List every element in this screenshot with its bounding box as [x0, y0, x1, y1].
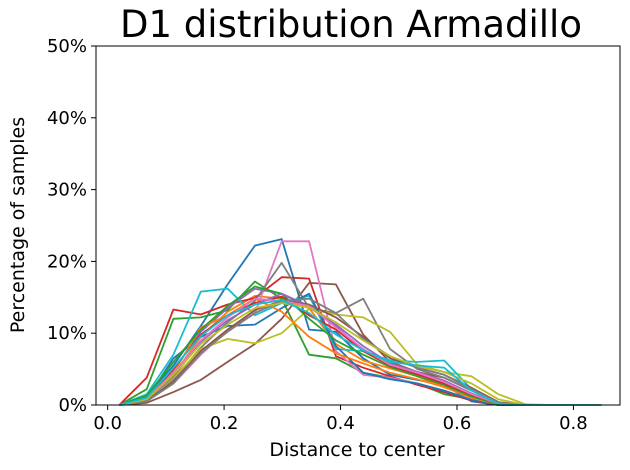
x-tick-label-0: 0.0 — [93, 413, 122, 434]
x-tick-label-2: 0.4 — [326, 413, 355, 434]
x-tick-label-3: 0.6 — [443, 413, 472, 434]
y-tick-label-4: 40% — [47, 108, 87, 129]
y-axis-label: Percentage of samples — [7, 117, 29, 333]
series-line-9 — [119, 307, 602, 406]
y-tick-label-5: 50% — [47, 36, 87, 57]
x-tick-label-4: 0.8 — [559, 413, 588, 434]
series-line-7 — [119, 240, 602, 406]
y-axis: 0% 10% 20% 30% 40% 50% — [47, 36, 96, 416]
x-axis-label: Distance to center — [269, 439, 445, 461]
x-axis: 0.0 0.2 0.4 0.6 0.8 — [93, 405, 588, 434]
y-tick-label-0: 0% — [58, 395, 87, 416]
plot-frame — [95, 45, 621, 406]
y-tick-label-1: 10% — [47, 323, 87, 344]
y-tick-label-3: 30% — [47, 180, 87, 201]
x-tick-label-1: 0.2 — [210, 413, 239, 434]
series-line-1 — [119, 238, 602, 406]
y-tick-label-2: 20% — [47, 251, 87, 272]
chart-title: D1 distribution Armadillo — [120, 3, 582, 46]
plot-area — [118, 238, 602, 406]
